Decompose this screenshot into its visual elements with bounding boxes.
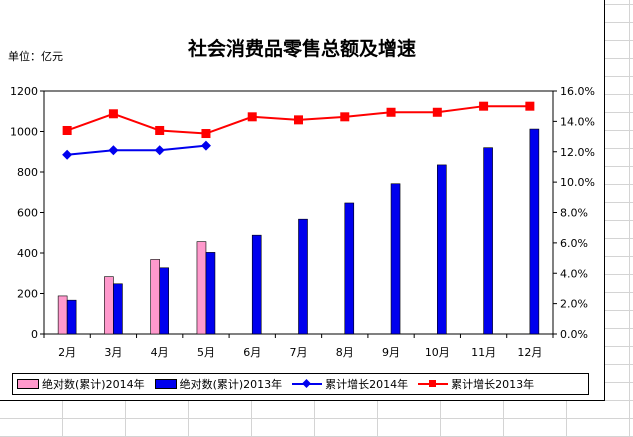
x-tick-label: 11月 (471, 346, 496, 359)
square-point (432, 107, 442, 117)
y-left-tick-label: 600 (17, 207, 38, 220)
square-point (247, 112, 257, 122)
bar-2013 (159, 267, 169, 335)
y-left-tick-label: 200 (17, 288, 38, 301)
diamond-point (154, 145, 165, 156)
legend-label-bar-2013: 绝对数(累计)2013年 (179, 378, 283, 391)
diamond-point (108, 145, 119, 156)
legend-label-bar-2014: 绝对数(累计)2014年 (42, 378, 145, 391)
legend-item-bar-2013: 绝对数(累计)2013年 (154, 376, 283, 392)
legend-label-line-2013: 累计增长2013年 (451, 378, 535, 391)
x-tick-label: 10月 (425, 346, 450, 359)
x-tick-label: 5月 (197, 346, 215, 359)
legend-label-line-2014: 累计增长2014年 (325, 378, 409, 391)
chart-legend: 绝对数(累计)2014年 绝对数(累计)2013年 累计增长2014年 累计增长… (12, 373, 589, 395)
square-marker-icon (429, 380, 437, 387)
y-right-tick-label: 0.0% (560, 328, 588, 341)
legend-item-bar-2014: 绝对数(累计)2014年 (17, 376, 145, 392)
y-left-tick-label: 1200 (10, 85, 38, 98)
bar-2014 (57, 295, 68, 335)
unit-label: 单位：亿元 (8, 50, 63, 63)
y-right-tick-label: 6.0% (560, 237, 588, 250)
y-right-tick-label: 14.0% (560, 115, 595, 128)
y-right-tick-label: 8.0% (560, 207, 588, 220)
diamond-point (62, 149, 73, 160)
bar-2014 (104, 276, 114, 335)
chart-area[interactable]: 社会消费品零售总额及增速 单位：亿元 0 200 400 600 800 1000 1200… (0, 0, 605, 401)
bar-2013 (437, 164, 447, 335)
y-right-tick-label: 16.0% (560, 85, 595, 98)
square-point (386, 107, 396, 117)
square-point (340, 112, 350, 122)
x-tick-label: 7月 (290, 346, 308, 359)
bar-2013 (390, 183, 401, 335)
x-tick-label: 3月 (104, 346, 122, 359)
bar-2014 (196, 241, 207, 335)
legend-swatch-line-2013 (418, 379, 449, 389)
x-tick-label: 4月 (151, 346, 169, 359)
square-point (294, 115, 303, 125)
y-left-tick-label: 800 (17, 166, 38, 179)
chart-plot: 0 200 400 600 800 1000 1200 0.0% 2.0% 4.0% 6.0% 8.0… (10, 85, 595, 359)
legend-item-line-2013: 累计增长2013年 (418, 376, 534, 392)
square-point (62, 125, 72, 135)
bar-2013 (205, 252, 216, 335)
square-point (201, 129, 211, 139)
y-left-tick-label: 400 (17, 247, 38, 260)
bar-2013 (529, 128, 540, 335)
x-tick-label: 6月 (243, 346, 261, 359)
x-tick-label: 2月 (58, 346, 76, 359)
bar-2014 (150, 259, 160, 335)
square-point (155, 125, 165, 135)
x-tick-label: 9月 (382, 346, 400, 359)
bar-2013 (298, 218, 308, 335)
chart-title: 社会消费品零售总额及增速 (187, 38, 416, 60)
bar-2013 (66, 299, 77, 335)
x-tick-label: 12月 (517, 346, 542, 359)
square-point (525, 101, 535, 111)
y-right-tick-label: 10.0% (560, 176, 595, 189)
y-right-tick-label: 2.0% (560, 298, 588, 311)
line-2014 (67, 144, 207, 156)
y-left-tick-label: 0 (31, 328, 38, 341)
y-left-tick-label: 1000 (10, 126, 38, 139)
bar-2013 (483, 147, 493, 335)
legend-swatch-line-2014 (292, 379, 323, 389)
diamond-marker-icon (302, 379, 312, 388)
y-right-tick-label: 12.0% (560, 146, 595, 159)
bar-2013 (344, 202, 355, 335)
square-point (479, 101, 489, 111)
legend-item-line-2014: 累计增长2014年 (292, 376, 408, 392)
x-tick-label: 8月 (336, 346, 354, 359)
bar-2013 (251, 234, 262, 335)
diamond-point (200, 140, 211, 151)
legend-swatch-bar-2013 (154, 379, 177, 389)
square-point (108, 109, 118, 119)
y-right-tick-label: 4.0% (560, 267, 588, 280)
legend-swatch-bar-2014 (17, 379, 39, 389)
bar-2013 (113, 283, 123, 335)
